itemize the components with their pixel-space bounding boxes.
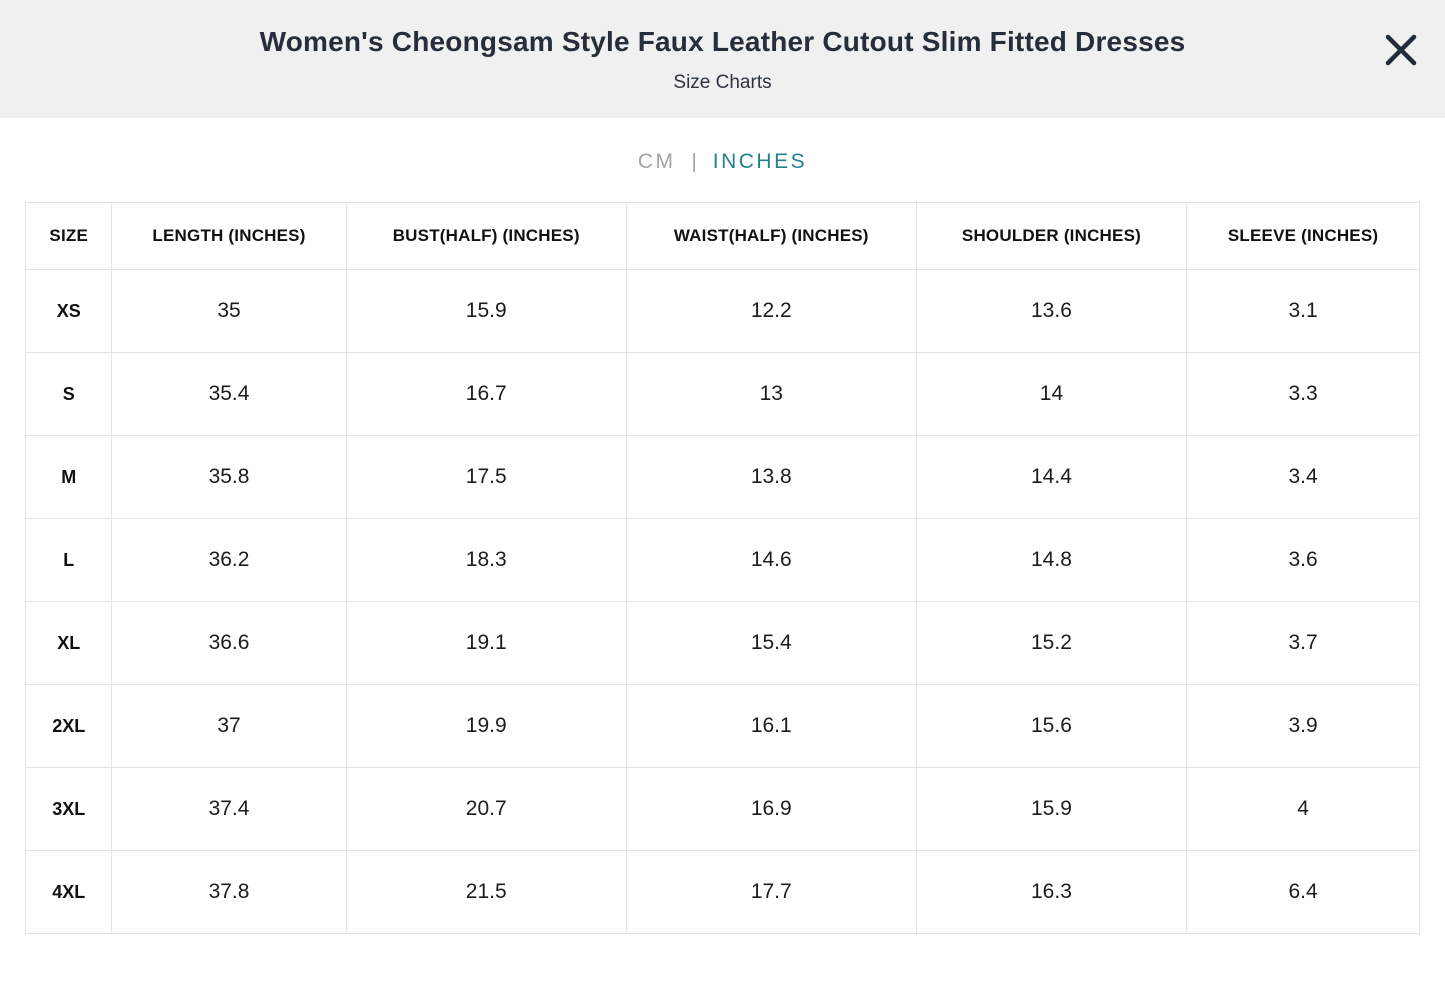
measurement-cell: 3.1 [1186,269,1420,353]
column-header: LENGTH (INCHES) [111,202,347,270]
measurement-cell: 13 [625,352,917,436]
measurement-cell: 16.7 [345,352,627,436]
size-label-cell: XS [24,269,113,353]
measurement-cell: 3.6 [1186,518,1420,602]
measurement-cell: 15.2 [915,601,1188,685]
measurement-cell: 15.9 [915,767,1188,851]
measurement-cell: 19.1 [345,601,627,685]
measurement-cell: 4 [1186,767,1420,851]
measurement-cell: 35 [111,269,347,353]
unit-toggle: CM | INCHES [0,150,1445,174]
measurement-cell: 19.9 [345,684,627,768]
measurement-cell: 16.3 [915,850,1188,934]
size-table-body: XS 35 15.9 12.2 13.6 3.1 S 35.4 16.7 13 14 3.3 M 35.8… [24,269,1420,934]
table-row: 2XL 37 19.9 16.1 15.6 3.9 [24,684,1420,768]
measurement-cell: 36.2 [111,518,347,602]
measurement-cell: 16.9 [625,767,917,851]
modal-title: Women's Cheongsam Style Faux Leather Cut… [259,26,1186,57]
table-row: S 35.4 16.7 13 14 3.3 [24,352,1420,436]
measurement-cell: 17.7 [625,850,917,934]
column-header: SIZE [24,202,113,270]
measurement-cell: 6.4 [1186,850,1420,934]
size-label-cell: L [24,518,113,602]
measurement-cell: 21.5 [345,850,627,934]
measurement-cell: 16.1 [625,684,917,768]
column-header: WAIST(HALF) (INCHES) [625,202,917,270]
measurement-cell: 12.2 [625,269,917,353]
measurement-cell: 37.8 [111,850,347,934]
measurement-cell: 3.9 [1186,684,1420,768]
size-chart-table: SIZE LENGTH (INCHES) BUST(HALF) (INCHES) WA… [24,202,1420,934]
measurement-cell: 14.6 [625,518,917,602]
unit-option-cm[interactable]: CM [637,150,676,173]
modal-subtitle: Size Charts [673,72,772,93]
table-row: XS 35 15.9 12.2 13.6 3.1 [24,269,1420,353]
measurement-cell: 14.8 [915,518,1188,602]
size-label-cell: 2XL [24,684,113,768]
close-button[interactable] [1379,28,1423,72]
measurement-cell: 14.4 [915,435,1188,519]
measurement-cell: 13.6 [915,269,1188,353]
measurement-cell: 3.7 [1186,601,1420,685]
size-label-cell: M [24,435,113,519]
measurement-cell: 15.6 [915,684,1188,768]
modal-header: Women's Cheongsam Style Faux Leather Cut… [0,0,1445,118]
table-row: L 36.2 18.3 14.6 14.8 3.6 [24,518,1420,602]
table-row: XL 36.6 19.1 15.4 15.2 3.7 [24,601,1420,685]
column-header: SLEEVE (INCHES) [1186,202,1420,270]
measurement-cell: 37.4 [111,767,347,851]
size-label-cell: XL [24,601,113,685]
column-header: SHOULDER (INCHES) [915,202,1188,270]
measurement-cell: 20.7 [345,767,627,851]
unit-toggle-separator: | [691,150,697,173]
measurement-cell: 3.3 [1186,352,1420,436]
table-header-row: SIZE LENGTH (INCHES) BUST(HALF) (INCHES) WA… [24,202,1420,270]
close-icon [1382,31,1420,69]
measurement-cell: 37 [111,684,347,768]
measurement-cell: 36.6 [111,601,347,685]
size-label-cell: 4XL [24,850,113,934]
measurement-cell: 17.5 [345,435,627,519]
measurement-cell: 35.8 [111,435,347,519]
measurement-cell: 15.4 [625,601,917,685]
table-row: M 35.8 17.5 13.8 14.4 3.4 [24,435,1420,519]
unit-option-inches[interactable]: INCHES [712,150,808,173]
table-row: 3XL 37.4 20.7 16.9 15.9 4 [24,767,1420,851]
measurement-cell: 3.4 [1186,435,1420,519]
measurement-cell: 35.4 [111,352,347,436]
measurement-cell: 13.8 [625,435,917,519]
size-label-cell: 3XL [24,767,113,851]
measurement-cell: 14 [915,352,1188,436]
table-row: 4XL 37.8 21.5 17.7 16.3 6.4 [24,850,1420,934]
size-label-cell: S [24,352,113,436]
column-header: BUST(HALF) (INCHES) [345,202,627,270]
measurement-cell: 18.3 [345,518,627,602]
size-chart-container: SIZE LENGTH (INCHES) BUST(HALF) (INCHES) WA… [24,202,1420,934]
measurement-cell: 15.9 [345,269,627,353]
